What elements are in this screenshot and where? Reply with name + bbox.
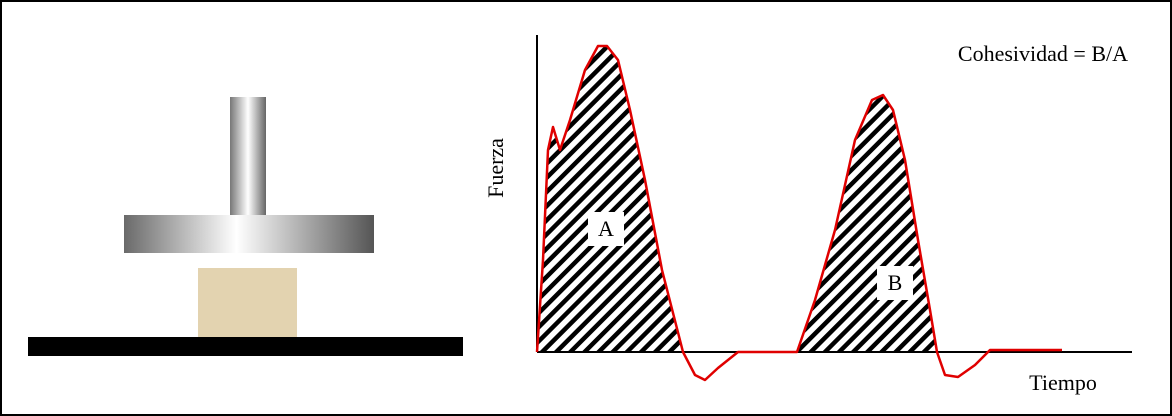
- diagram: A B Cohesividad = B/A Fuerza Tiempo: [0, 0, 1172, 416]
- y-axis-label: Fuerza: [483, 138, 508, 198]
- area-label-a: A: [598, 216, 614, 241]
- area-label-b: B: [888, 270, 903, 295]
- plunger-plate: [124, 215, 374, 253]
- x-axis-label: Tiempo: [1029, 370, 1097, 395]
- sample: [198, 268, 297, 338]
- base: [28, 337, 463, 356]
- plunger-rod: [230, 97, 266, 217]
- formula: Cohesividad = B/A: [958, 41, 1128, 66]
